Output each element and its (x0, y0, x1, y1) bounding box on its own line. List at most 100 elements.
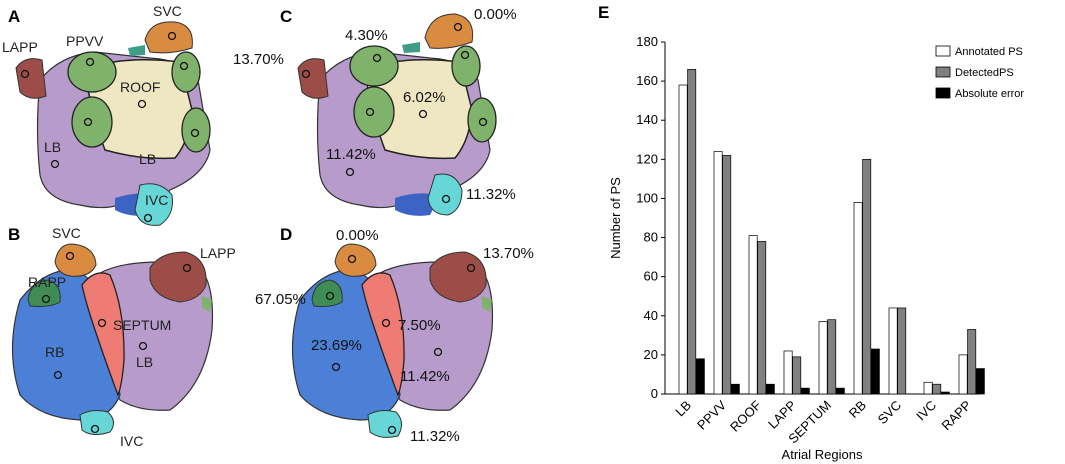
region-ppvv-2 (171, 51, 201, 93)
label-b-lapp: LAPP (200, 245, 236, 261)
y-tick-label: 180 (636, 34, 658, 49)
bar-detected-ivc (932, 383, 942, 395)
label-a-lb-left: LB (44, 139, 61, 155)
region-b-lapp (149, 251, 207, 303)
region-ivc (134, 183, 173, 226)
label-b-septum: SEPTUM (113, 317, 171, 333)
panel-c-letter: C (280, 7, 292, 26)
region-b-lapp-green (202, 296, 212, 312)
region-d-lapp-green (482, 296, 492, 312)
region-c-ivc (427, 173, 463, 216)
label-a-lapp: LAPP (2, 39, 38, 55)
bar-annotated-rb (853, 202, 863, 395)
x-tick-label: RB (846, 398, 869, 421)
bar-error-septum (835, 387, 845, 395)
y-axis-label: Number of PS (608, 177, 623, 259)
bar-detected-roof (757, 241, 767, 395)
label-a-roof: ROOF (120, 79, 160, 95)
label-d-svc: 0.00% (336, 227, 379, 244)
panel-d-letter: D (280, 225, 292, 244)
label-c-lb: 11.42% (326, 146, 376, 163)
bar-annotated-roof (748, 235, 758, 395)
legend-swatch-annotated (935, 45, 951, 57)
legend-swatch-detected (935, 66, 951, 78)
y-tick-label: 80 (644, 230, 658, 245)
label-c-ivc: 11.32% (466, 186, 516, 203)
bar-detected-lb (687, 69, 697, 395)
label-b-svc: SVC (52, 225, 81, 241)
region-b-svc (54, 243, 97, 277)
x-tick-label: RAPP (938, 398, 974, 434)
label-d-rapp: 67.05% (255, 291, 306, 308)
bar-annotated-septum (818, 321, 828, 395)
label-b-ivc: IVC (120, 433, 143, 449)
region-b-rapp (27, 279, 61, 307)
label-c-roof: 6.02% (403, 89, 446, 106)
bar-error-lb (695, 358, 705, 395)
bar-annotated-lb (678, 84, 688, 395)
region-b-ivc (79, 410, 114, 436)
region-b-septum (81, 272, 125, 397)
legend-label-detected: DetectedPS (955, 67, 1014, 79)
label-b-rb: RB (45, 344, 64, 360)
bar-detected-rapp (967, 329, 977, 395)
label-d-rb: 23.69% (311, 337, 362, 354)
region-d-ivc (367, 410, 402, 438)
y-tick-label: 140 (636, 112, 658, 127)
bar-error-ivc (940, 391, 950, 395)
region-ppvv-1 (67, 51, 117, 93)
region-c-ppvv-2 (451, 45, 481, 87)
x-tick-label: ROOF (727, 397, 764, 434)
panel-e-letter: E (598, 3, 609, 22)
label-b-lb: LB (136, 354, 153, 370)
panel-b-letter: B (8, 225, 20, 244)
x-tick-label: SVC (875, 398, 905, 428)
panel-b: B SVC RAPP SEPTUM LB LAPP RB IVC (8, 225, 236, 449)
region-c-ppvv-1 (349, 45, 399, 87)
bar-detected-rb (862, 158, 872, 395)
legend-label-annotated: Annotated PS (955, 46, 1023, 58)
y-tick-label: 60 (644, 269, 658, 284)
y-tick-label: 0 (651, 386, 658, 401)
x-tick-label: LB (672, 398, 694, 420)
bar-annotated-lapp (783, 350, 793, 395)
label-b-rapp: RAPP (28, 274, 66, 290)
label-a-ppvv: PPVV (66, 33, 104, 49)
bar-detected-ppvv (722, 155, 732, 395)
y-tick-label: 160 (636, 73, 658, 88)
label-d-ivc: 11.32% (410, 428, 460, 445)
bar-error-lapp (800, 387, 810, 395)
y-tick-label: 40 (644, 308, 658, 323)
y-tick-label: 120 (636, 151, 658, 166)
y-tick-label: 100 (636, 190, 658, 205)
region-c-lapp (297, 58, 329, 99)
label-d-septum: 7.50% (398, 317, 441, 334)
bar-error-ppvv (730, 383, 740, 395)
panel-a-letter: A (8, 7, 20, 26)
bar-annotated-svc (888, 307, 898, 395)
bar-detected-svc (897, 307, 907, 395)
label-d-lapp: 13.70% (483, 245, 534, 262)
legend-label-error: Absolute error (955, 88, 1024, 100)
label-c-lapp: 13.70% (233, 51, 284, 68)
label-d-lb: 11.42% (400, 368, 450, 385)
label-c-svc: 0.00% (474, 6, 517, 23)
legend: Annotated PS DetectedPS Absolute error (935, 45, 1024, 100)
bar-error-rapp (975, 368, 985, 395)
panel-c: C 0.00% 13.70% 4.30% 6.02% 11.42% 11.32% (233, 6, 517, 216)
panel-d: D 0.00% 13.70% 67.05% 7.50% 23.69% 11.42… (255, 225, 534, 445)
label-a-ivc: IVC (145, 192, 168, 208)
bar-error-roof (765, 383, 775, 395)
label-a-lb-bottom: LB (139, 151, 156, 167)
bar-annotated-rapp (958, 354, 968, 395)
region-d-septum (361, 272, 405, 397)
region-c-svc (424, 13, 474, 49)
x-tick-label: PPVV (694, 397, 729, 432)
legend-swatch-error (935, 87, 951, 99)
panel-a: A SVC LAPP PPVV ROOF LB LB IVC (2, 3, 211, 226)
bar-annotated-ppvv (713, 151, 723, 395)
x-axis-label: Atrial Regions (782, 447, 863, 462)
